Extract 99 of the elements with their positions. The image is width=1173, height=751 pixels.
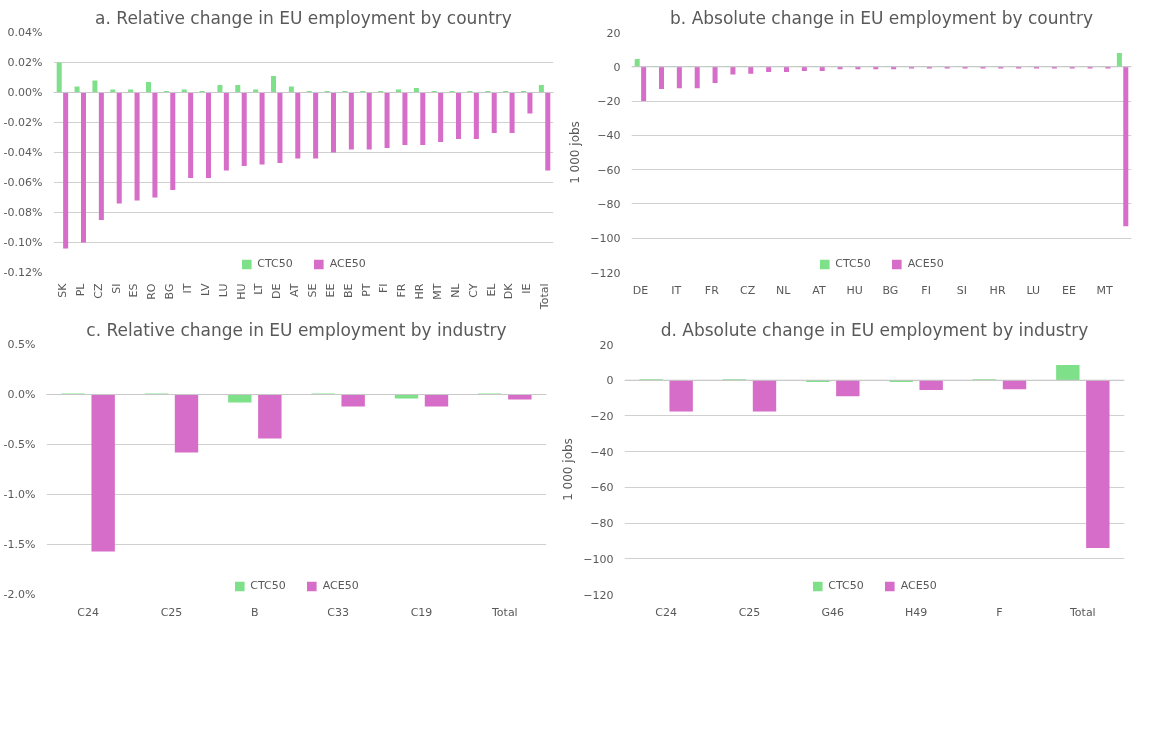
x-tick-label: DE <box>270 283 284 299</box>
y-tick-label: 0 <box>613 60 621 74</box>
x-tick-label: IT <box>671 283 682 297</box>
y-tick-label: -0.06% <box>3 176 43 189</box>
x-tick-label: CZ <box>91 283 105 299</box>
y-tick-label: −40 <box>597 129 621 143</box>
legend-label: CTC50 <box>250 579 286 592</box>
x-tick-label: LU <box>216 283 230 298</box>
x-tick-label: C24 <box>655 605 678 619</box>
y-tick-label: 0 <box>606 374 614 388</box>
y-tick-label: −100 <box>590 232 621 246</box>
legend-label: CTC50 <box>835 257 871 270</box>
y-tick-label: 0.0% <box>7 388 36 401</box>
x-tick-label: SE <box>305 283 319 298</box>
chart-title: c. Relative change in EU employment by industry <box>86 319 507 340</box>
y-tick-label: 0.02% <box>7 56 43 69</box>
x-tick-label: HU <box>846 283 863 297</box>
chart-title: b. Absolute change in EU employment by country <box>670 7 1093 28</box>
x-tick-label: Total <box>490 605 518 619</box>
y-tick-label: −20 <box>590 409 614 423</box>
x-tick-label: G46 <box>821 605 845 619</box>
x-tick-label: FR <box>704 283 720 297</box>
y-tick-label: −100 <box>583 552 614 566</box>
x-tick-label: LV <box>198 283 212 296</box>
y-tick-label: −20 <box>597 95 621 109</box>
x-tick-label: ES <box>127 283 141 298</box>
x-tick-label: FI <box>377 283 391 294</box>
legend-label: CTC50 <box>828 579 864 592</box>
x-tick-label: CY <box>466 283 480 298</box>
y-tick-label: −80 <box>597 197 621 211</box>
y-tick-label: −40 <box>590 445 614 459</box>
x-tick-label: HU <box>234 283 248 300</box>
x-tick-label: B <box>251 605 259 619</box>
x-tick-label: MT <box>430 283 444 300</box>
x-tick-label: BG <box>882 283 899 297</box>
x-tick-label: AT <box>812 283 826 297</box>
x-tick-label: FR <box>395 283 409 298</box>
x-tick-label: MT <box>1096 283 1114 297</box>
y-tick-label: -0.08% <box>3 206 43 219</box>
x-tick-label: C33 <box>327 605 350 619</box>
x-tick-label: EL <box>484 282 498 297</box>
y-tick-label: -0.12% <box>3 266 43 279</box>
y-axis-title: 1 000 jobs <box>568 121 583 184</box>
legend-label: ACE50 <box>900 579 937 592</box>
x-tick-label: NL <box>776 283 792 297</box>
x-tick-label: EE <box>323 283 337 298</box>
y-tick-label: −60 <box>590 481 614 495</box>
y-tick-label: 20 <box>606 26 621 40</box>
x-tick-label: DK <box>502 282 516 300</box>
legend-label: CTC50 <box>257 257 293 270</box>
chart-title: d. Absolute change in EU employment by industry <box>660 319 1089 340</box>
legend-label: ACE50 <box>907 257 944 270</box>
y-tick-label: −120 <box>583 588 614 602</box>
legend-label: ACE50 <box>322 579 359 592</box>
x-tick-label: HR <box>413 283 427 300</box>
y-tick-label: −120 <box>590 266 621 280</box>
y-tick-label: -0.5% <box>3 438 36 451</box>
x-tick-label: NL <box>448 282 462 298</box>
x-tick-label: Total <box>538 283 552 311</box>
x-tick-label: BG <box>163 283 177 300</box>
y-tick-label: -0.10% <box>3 236 43 249</box>
y-tick-label: 0.00% <box>7 86 43 99</box>
y-axis-title: 1 000 jobs <box>561 438 576 501</box>
x-tick-label: EE <box>1062 283 1076 297</box>
chart-title: a. Relative change in EU employment by country <box>95 7 512 28</box>
y-tick-label: -1.0% <box>3 488 36 501</box>
x-tick-label: C25 <box>738 605 761 619</box>
x-tick-label: FI <box>921 283 931 297</box>
x-tick-label: HR <box>989 283 1006 297</box>
x-tick-label: AT <box>288 283 302 297</box>
x-tick-label: IT <box>180 283 194 294</box>
x-tick-label: DE <box>632 283 649 297</box>
y-tick-label: 0.04% <box>7 26 43 39</box>
x-tick-label: C19 <box>410 605 433 619</box>
y-tick-label: −80 <box>590 517 614 531</box>
x-tick-label: IE <box>520 283 534 294</box>
x-tick-label: H49 <box>905 605 928 619</box>
x-tick-label: LT <box>252 283 266 295</box>
legend-label: ACE50 <box>329 257 366 270</box>
y-tick-label: 0.5% <box>7 338 36 351</box>
x-tick-label: C25 <box>160 605 183 619</box>
x-tick-label: SK <box>55 282 69 298</box>
x-tick-label: PL <box>73 282 87 297</box>
x-tick-label: RO <box>145 283 159 300</box>
x-tick-label: LU <box>1026 283 1041 297</box>
y-tick-label: -2.0% <box>3 588 36 601</box>
y-tick-label: -0.04% <box>3 146 43 159</box>
x-tick-label: BE <box>341 283 355 298</box>
y-tick-label: 20 <box>599 338 614 352</box>
x-tick-label: Total <box>1068 605 1096 619</box>
x-tick-label: SI <box>956 283 967 297</box>
x-tick-label: PT <box>359 283 373 297</box>
y-tick-label: −60 <box>597 163 621 177</box>
x-tick-label: C24 <box>77 605 100 619</box>
y-tick-label: -1.5% <box>3 538 36 551</box>
y-tick-label: -0.02% <box>3 116 43 129</box>
x-tick-label: F <box>996 605 1003 619</box>
x-tick-label: SI <box>109 283 123 294</box>
x-tick-label: CZ <box>739 283 756 297</box>
